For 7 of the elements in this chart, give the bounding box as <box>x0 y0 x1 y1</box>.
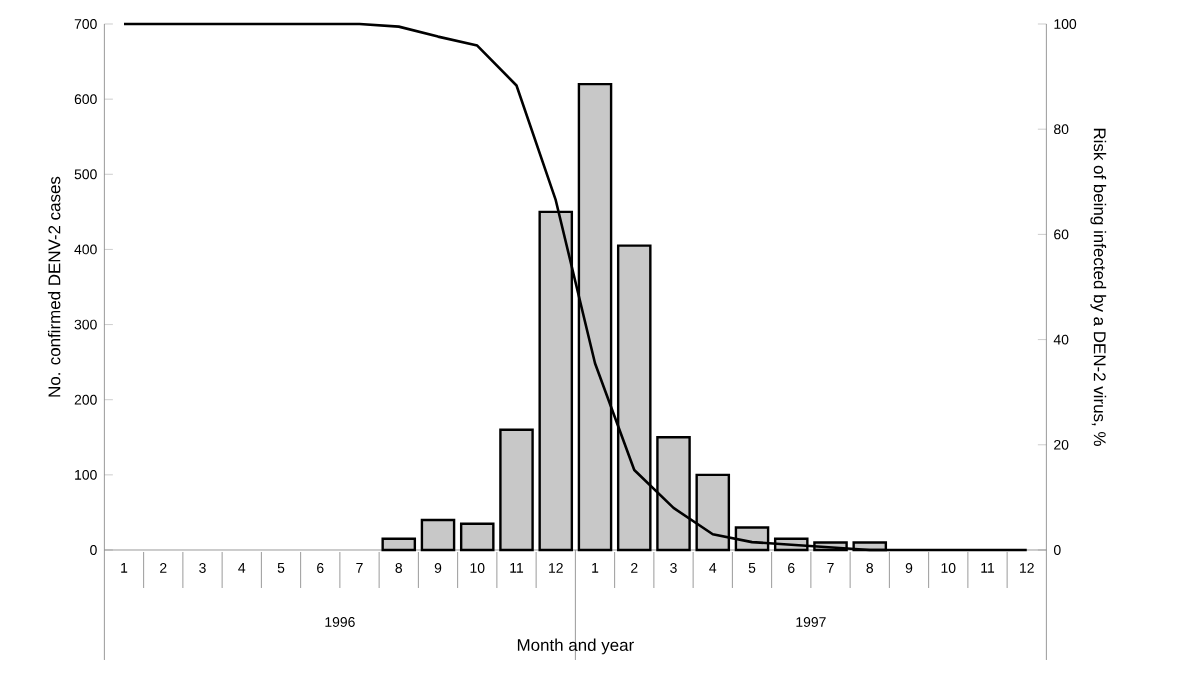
bar <box>381 537 417 552</box>
y-axis-title: No. confirmed DENV-2 cases <box>47 176 61 397</box>
bar <box>499 428 534 552</box>
x-axis-title: Month and year <box>517 638 634 655</box>
bar <box>420 518 456 552</box>
bar <box>459 522 495 552</box>
y2-axis-title: Risk of being infected by a DEN-2 virus, % <box>1090 128 1107 446</box>
